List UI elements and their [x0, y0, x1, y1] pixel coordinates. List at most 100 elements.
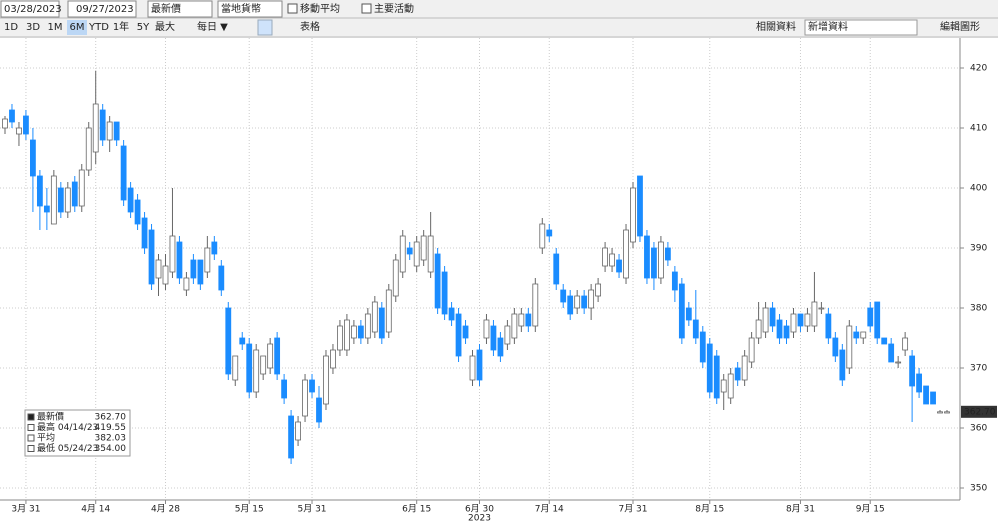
edit-chart[interactable]: 編輯圖形 [940, 20, 980, 33]
candle-body [232, 355, 239, 381]
date-input[interactable] [67, 0, 137, 18]
candle-body [783, 325, 790, 339]
period-button[interactable]: YTD [88, 22, 109, 33]
dropdown[interactable] [147, 0, 213, 18]
period-button[interactable]: 1年 [113, 20, 129, 33]
candle-body [57, 187, 64, 213]
candle-body [602, 247, 608, 267]
x-tick-label: 6月 30 [465, 504, 494, 515]
candle-body [769, 307, 776, 327]
period-button[interactable]: 1M [48, 22, 63, 33]
candle-body [678, 283, 685, 339]
candle-body [923, 385, 929, 405]
events: 主要活動 [374, 2, 414, 15]
candle-body [148, 229, 155, 285]
candle-body [581, 295, 588, 309]
add-data-input[interactable] [804, 19, 918, 36]
candle-body [385, 289, 392, 333]
candle-body [225, 307, 232, 375]
related-data[interactable]: 相關資料 [756, 20, 796, 33]
candle-body [344, 319, 350, 351]
candle-body [832, 337, 839, 357]
legend-value: 419.55 [95, 423, 127, 433]
candle-body [309, 379, 315, 393]
period-button[interactable]: 最大 [155, 20, 175, 33]
y-tick-label: 420 [970, 64, 987, 74]
plot: 350 360 370 380 390 400 410 420 3月 31 4月 14 4月 28 5… [0, 38, 997, 522]
period-button[interactable]: 3D [26, 22, 40, 33]
candle-body [804, 313, 811, 327]
candle-body [330, 349, 336, 369]
candle-body [406, 247, 413, 255]
candle-body [176, 241, 183, 279]
candle-body [658, 241, 664, 279]
x-tick-label: 6月 15 [402, 504, 431, 515]
candle-body [274, 337, 281, 375]
y-tick-label: 390 [970, 244, 987, 254]
candle-body [371, 301, 378, 333]
candle-body [36, 175, 43, 207]
candle-body [930, 391, 936, 405]
dropdown[interactable] [217, 0, 283, 18]
table-button[interactable]: 表格 [300, 20, 320, 33]
candle-body [455, 313, 462, 357]
frequency[interactable]: 每日 ▼ [197, 20, 228, 33]
y-tick-label: 370 [970, 364, 987, 374]
last-price-tag [961, 405, 997, 418]
candle-body [71, 181, 78, 207]
add-data: 新增資料 [808, 20, 848, 33]
checkbox[interactable] [361, 3, 372, 14]
candle-body [92, 103, 99, 153]
candle-body [183, 277, 190, 291]
period-button[interactable]: 5Y [137, 22, 150, 33]
candle-body [909, 355, 916, 387]
candle-body [944, 411, 950, 414]
end-date: 09/27/2023 [76, 4, 134, 15]
candle-body [50, 175, 57, 225]
candle-body [839, 349, 846, 381]
legend-box [24, 409, 131, 457]
legend-value: 382.03 [95, 434, 127, 444]
candle-body [78, 169, 85, 207]
candle-body [399, 235, 406, 273]
candle-body [867, 307, 874, 327]
candle-body [127, 187, 134, 213]
candle-body [350, 325, 357, 339]
y-tick-label: 400 [970, 184, 987, 194]
candle-body [560, 289, 567, 303]
candle-body [671, 271, 678, 291]
checkbox[interactable] [287, 3, 298, 14]
candle-body [902, 337, 909, 351]
candle-body [469, 355, 476, 381]
toggle[interactable] [257, 19, 273, 36]
candle-body [790, 313, 797, 333]
candle-body [281, 379, 288, 399]
date-input[interactable] [0, 0, 60, 18]
x-tick-label: 8月 15 [695, 504, 724, 515]
candle-body [637, 175, 643, 237]
period-button[interactable]: 1D [4, 22, 18, 33]
legend-label: 最新價 [37, 411, 64, 423]
legend-label: 最高 04/14/23 [37, 421, 98, 433]
candle-body [706, 343, 713, 393]
x-tick-label: 9月 15 [856, 504, 885, 515]
legend-label: 平均 [37, 432, 55, 444]
candle-body [595, 283, 602, 297]
candle-body [16, 127, 22, 135]
candle-body [434, 253, 441, 309]
candle-body [239, 337, 246, 345]
candle-body [937, 411, 943, 414]
period-button[interactable]: 6M [70, 22, 85, 33]
candle-body [204, 247, 211, 273]
candle-body [720, 379, 727, 393]
candle-body [120, 145, 127, 201]
candle-body [685, 307, 692, 321]
candle-body [337, 325, 343, 351]
candle-body [357, 325, 364, 339]
candle-body [616, 259, 622, 273]
currency: 當地貨幣 [221, 2, 261, 15]
x-tick-label: 3月 31 [11, 504, 40, 515]
candle-body [2, 118, 8, 129]
candle-body [699, 331, 706, 363]
candle-body [134, 199, 141, 225]
